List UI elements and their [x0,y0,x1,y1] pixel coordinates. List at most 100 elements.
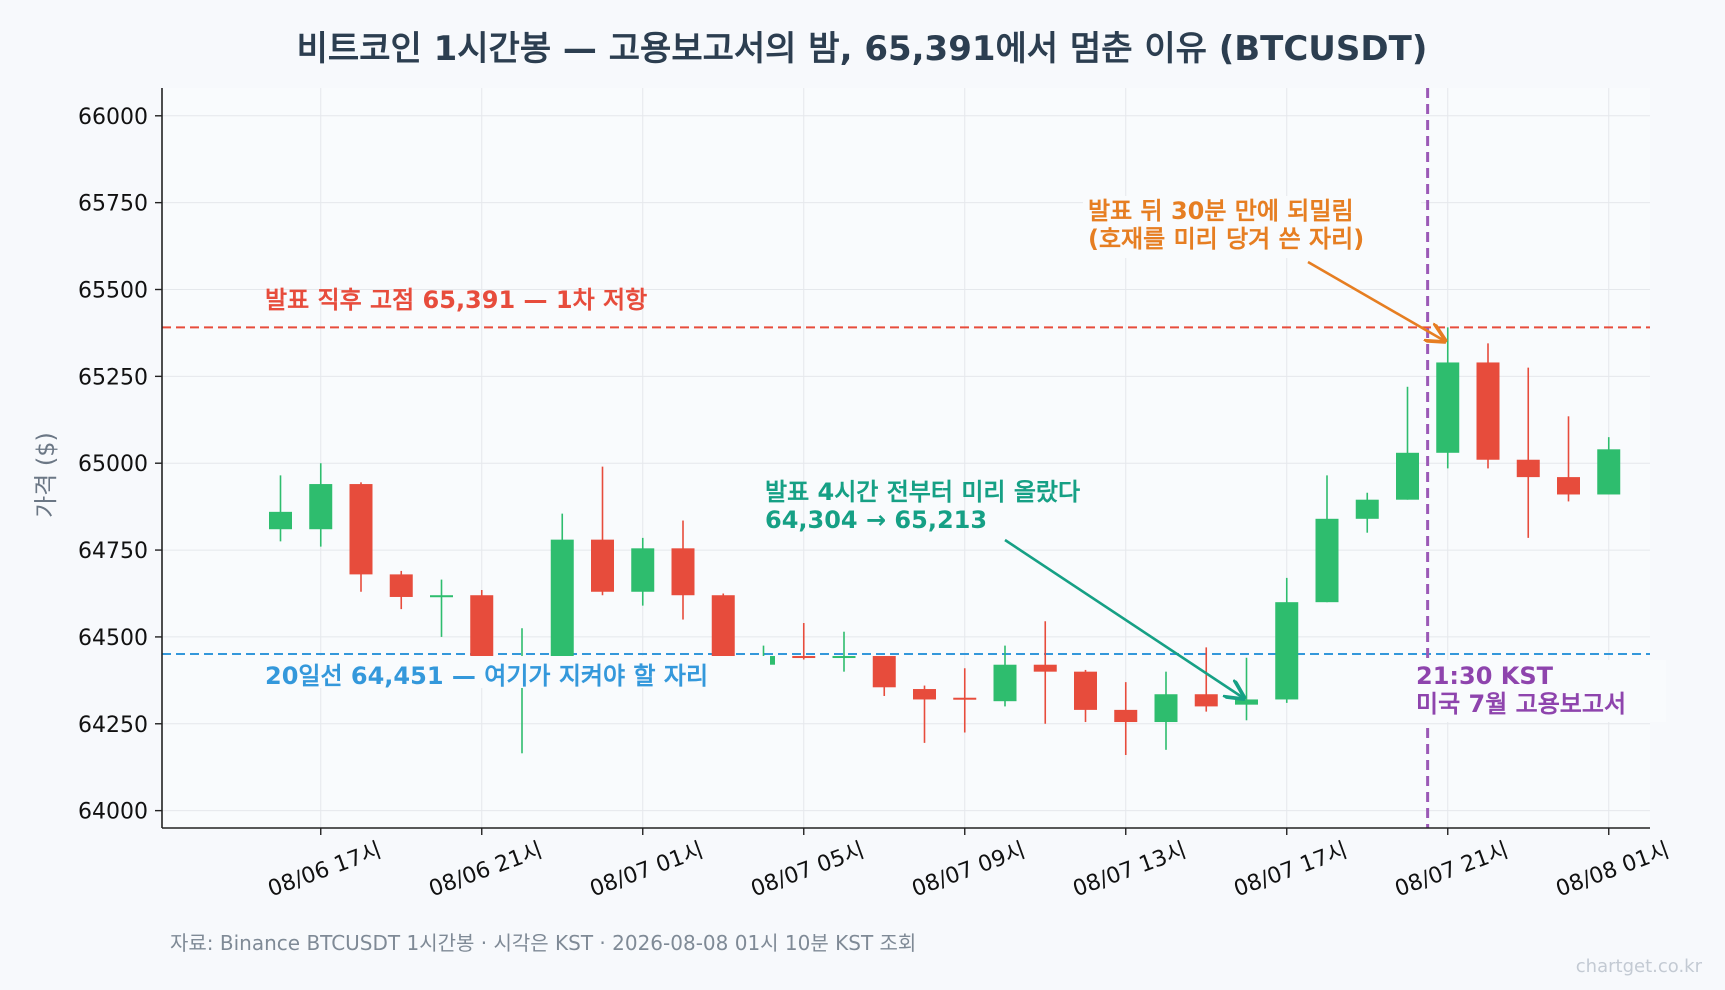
candle [953,668,977,733]
candle [550,513,574,662]
candle [1074,669,1097,723]
pre-run-annotation-line1: 발표 4시간 전부터 미리 올랐다 [765,478,1080,506]
candle-body [269,511,292,530]
source-note: 자료: Binance BTCUSDT 1시간봉 · 시각은 KST · 202… [170,931,916,955]
chart-title: 비트코인 1시간봉 — 고용보고서의 밤, 65,391에서 멈춘 이유 (BT… [297,29,1428,69]
candle-body [1476,362,1500,460]
pullback-label-bg [1083,196,1421,258]
pullback-annotation-line2: (호재를 미리 당겨 쓴 자리) [1088,225,1364,253]
y-tick-label: 64000 [78,800,148,825]
y-tick-label: 65250 [78,365,148,390]
candle [349,482,373,592]
candle [1516,367,1540,538]
x-tick-label: 08/08 01시 [1553,838,1673,902]
candle [832,631,856,672]
x-tick-label: 08/07 09시 [909,838,1029,902]
candle-body [671,548,695,596]
axes [161,88,1650,829]
grid-lines [162,88,1650,828]
candle-body [792,656,816,659]
candle-body [309,484,333,530]
candle-body [1516,459,1540,478]
candle-body [872,656,896,688]
candle [1396,386,1419,500]
candle [1355,492,1379,533]
pullback-arrow [1307,260,1443,340]
candle [1114,682,1138,756]
pullback-annotation-line1: 발표 뒤 30분 만에 되밀림 [1088,197,1354,225]
candle-body [1154,694,1178,723]
candle [631,537,655,606]
x-tick-label: 08/07 21시 [1392,838,1512,902]
candle-body [1597,449,1621,495]
candle-body [711,595,735,665]
candle-body [349,484,373,575]
y-tick-label: 65500 [78,279,148,304]
candle [1476,343,1500,469]
y-tick-label: 64500 [78,626,148,651]
candle-body [1033,664,1057,672]
candle-body [631,548,655,592]
x-tick-label: 08/07 01시 [587,838,707,902]
candle-body [1315,518,1339,603]
y-tick-label: 64750 [78,539,148,564]
y-tick-label: 66000 [78,105,148,130]
candle [591,466,614,596]
y-axis-label: 가격 ($) [32,432,60,518]
candle-body [430,595,453,598]
candle-body [1396,452,1419,500]
candle-body [550,539,574,660]
candle [1557,416,1580,502]
resistance-annotation: 발표 직후 고점 65,391 — 1차 저항 [265,286,647,314]
y-tick-labels: 64000 64250 64500 64750 65000 65250 65500 65750… [78,105,162,825]
candle-body [591,539,614,592]
candle-body [1194,694,1218,707]
x-tick-label: 08/07 13시 [1070,838,1190,902]
candle [792,623,816,660]
event-annotation-line1: 21:30 KST [1416,662,1554,690]
candle-body [1436,362,1460,453]
candle-body [832,656,856,659]
candle [269,475,292,542]
y-tick-label: 64250 [78,713,148,738]
candle [389,570,413,610]
watermark: chartget.co.kr [1576,956,1703,977]
candle [1436,327,1460,469]
candle [1033,621,1057,724]
candle [993,645,1017,707]
candle-body [1355,499,1379,519]
candle-body [1275,602,1299,700]
pre-run-arrow [1004,538,1242,697]
x-tick-label: 08/06 17시 [265,838,385,902]
candle [309,463,333,547]
candle [1154,671,1178,750]
candle-body [1557,477,1580,495]
event-annotation-line2: 미국 7월 고용보고서 [1416,690,1626,718]
candle-body [953,697,977,700]
y-tick-label: 65750 [78,192,148,217]
candle-body [470,595,494,663]
candle-body [993,664,1017,702]
candle-body [389,574,413,597]
event-label-bg [1406,660,1666,722]
candle [711,593,735,665]
candle [872,656,896,696]
candle [1275,577,1299,703]
candle-body [1074,671,1097,710]
x-tick-label: 08/06 21시 [426,838,546,902]
support-label-bg [260,656,770,688]
x-tick-label: 08/07 05시 [748,838,868,902]
candle [430,579,453,637]
candle-body [913,689,936,700]
candle [470,590,494,665]
x-tick-label: 08/07 17시 [1231,838,1351,902]
candle [1194,647,1218,712]
candle [913,685,936,743]
candle-body [1235,699,1258,705]
pre-run-annotation-line2: 64,304 → 65,213 [765,506,987,534]
candle-body [1114,709,1138,723]
candle [671,520,695,620]
candle [1597,437,1621,495]
